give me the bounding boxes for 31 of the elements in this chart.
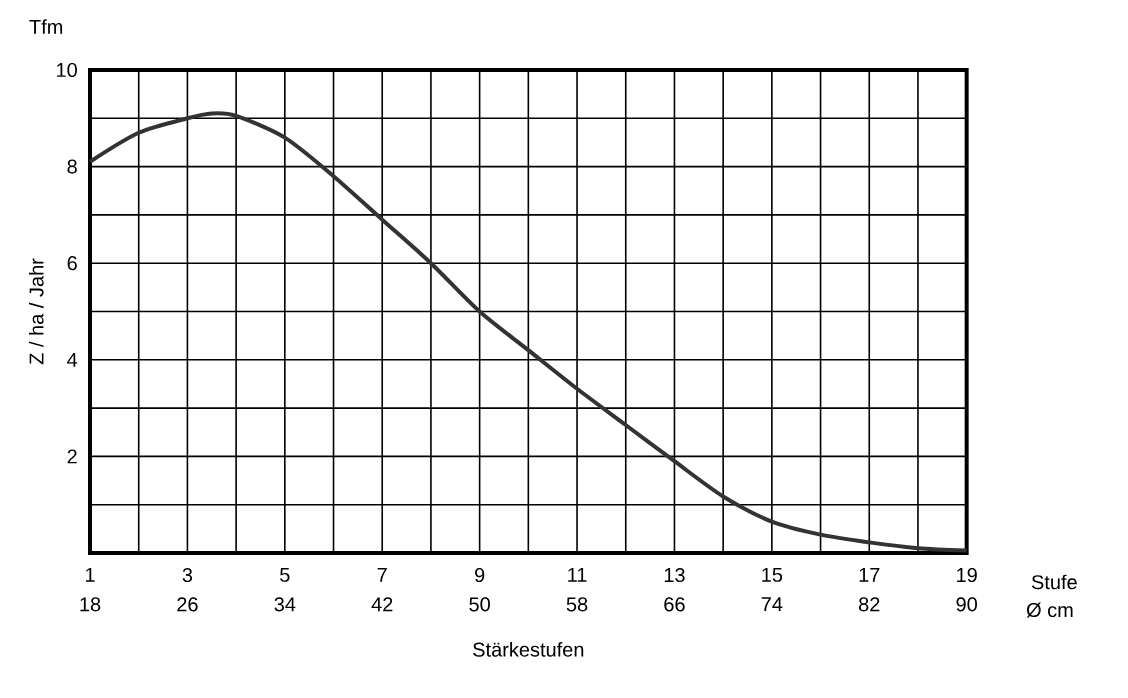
- x2-tick-label: 66: [664, 597, 685, 612]
- text: Stufe: [1031, 574, 1077, 590]
- x-tick-label: 13: [664, 567, 685, 583]
- x2-tick-label: 58: [566, 597, 588, 612]
- y-tick-label: 8: [67, 159, 77, 174]
- y-tick-label: 4: [67, 352, 78, 367]
- x-axis-title: Stärkestufen: [473, 642, 584, 657]
- x2-tick-label: 26: [177, 597, 198, 612]
- x-tick-label: 11: [568, 567, 587, 582]
- x-tick-label: 15: [762, 567, 783, 582]
- x2-tick-label: 18: [80, 597, 101, 612]
- x-tick-label: 7: [377, 567, 387, 582]
- y-tick-label: 10: [57, 62, 77, 78]
- x2-tick-label: 74: [761, 597, 783, 612]
- text: Tfm: [29, 19, 63, 34]
- x2-tick-label: 50: [469, 597, 490, 612]
- x2-tick-label: 42: [371, 597, 393, 612]
- y-axis-title: Z / ha / Jahr: [28, 258, 44, 365]
- y-tick-label: 6: [67, 256, 77, 271]
- line-series: [88, 111, 969, 553]
- x-tick-label: 3: [182, 567, 193, 583]
- x2-tick-label: 90: [956, 597, 977, 612]
- x-tick-label: 19: [957, 567, 977, 583]
- x-tick-label: 5: [280, 567, 290, 582]
- x2-tick-label: 82: [859, 597, 880, 612]
- x-tick-label: 17: [859, 567, 880, 582]
- x-tick-label: 9: [475, 567, 485, 583]
- x2-tick-label: 34: [274, 597, 296, 612]
- y-tick-label: 2: [67, 449, 77, 464]
- x-tick-label: 1: [85, 567, 95, 582]
- x2-axis-title: Ø cm: [1026, 602, 1073, 618]
